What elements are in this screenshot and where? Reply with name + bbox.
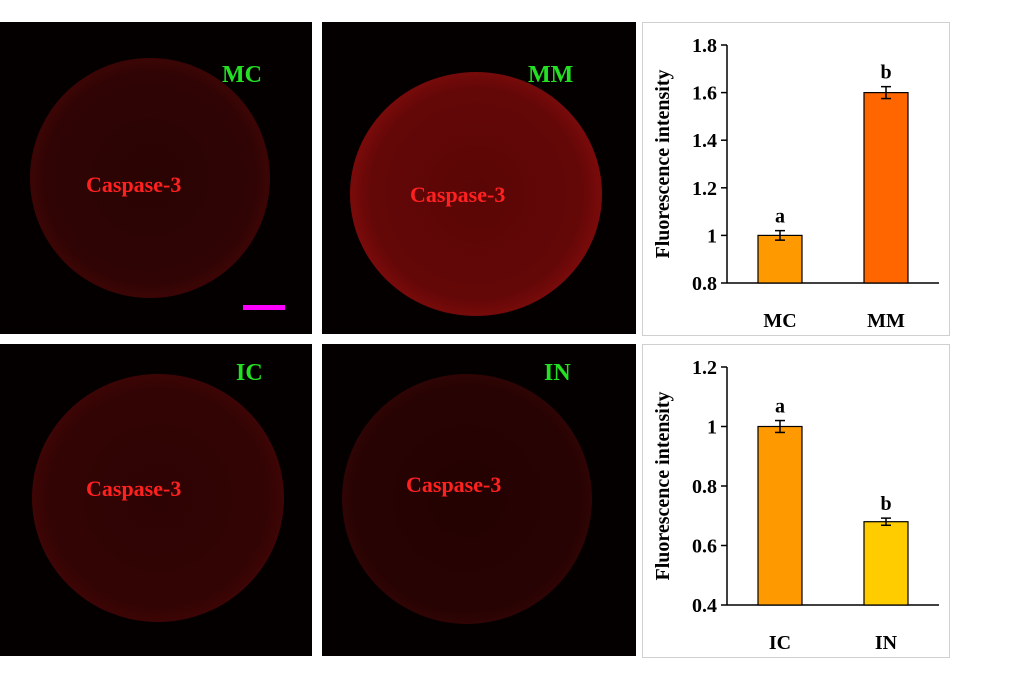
stain-label-ic: Caspase-3 [86,476,182,501]
chart0-y-tick-label: 1.6 [692,83,717,105]
chart1-y-tick-label: 0.8 [692,476,717,498]
chart1-y-tick-label: 1 [707,417,717,439]
panel-label-in: IN [544,360,571,386]
chart0-y-tick-label: 1.4 [692,130,717,152]
chart0-y-tick-label: 1.8 [692,35,717,57]
chart0-category-label: MM [867,310,905,332]
oocyte-ic [32,374,284,622]
image-panel-ic: IC Caspase-3 [0,344,312,656]
chart0-y-axis-label: Fluorescence intensity [652,69,674,258]
image-panel-in: IN Caspase-3 [322,344,636,656]
chart0-y-tick-label: 1 [707,225,717,247]
chart0-bar-mc [757,234,803,284]
chart1-y-tick-label: 0.4 [692,595,717,617]
oocyte-in [342,374,592,624]
stain-label-mc: Caspase-3 [86,172,182,197]
chart0-bar-mm [863,91,909,284]
panel-label-mm: MM [528,62,574,88]
image-panel-mm: MM Caspase-3 [322,22,636,334]
chart-svg-ic-in: 0.4 0.6 0.8 1 1.2 Fluorescence intensity a IC b I… [652,357,939,654]
chart1-y-axis-label: Fluorescence intensity [652,391,674,580]
chart0-significance-label: a [775,206,785,228]
chart1-category-label: IN [875,632,898,654]
oocyte-mm [350,72,602,316]
chart1-significance-label: a [775,396,785,418]
bar-chart-ic-in: 0.4 0.6 0.8 1 1.2 Fluorescence intensity a IC b I… [642,344,950,658]
chart1-category-label: IC [769,632,791,654]
panel-label-mc: MC [222,62,262,88]
chart-svg-mc-mm: 0.8 1 1.2 1.4 1.6 1.8 Fluorescence intensity a M… [652,35,939,332]
stain-label-in: Caspase-3 [406,472,502,497]
chart0-significance-label: b [880,62,891,84]
image-panel-mc: MC Caspase-3 [0,22,312,334]
panel-label-ic: IC [236,360,263,386]
bar-chart-mc-mm: 0.8 1 1.2 1.4 1.6 1.8 Fluorescence intensity a M… [642,22,950,336]
chart1-y-tick-label: 1.2 [692,357,717,379]
chart0-y-tick-label: 1.2 [692,178,717,200]
chart1-y-tick-label: 0.6 [692,536,717,558]
chart1-bar-in [863,521,909,606]
chart0-category-label: MC [763,310,796,332]
chart0-y-tick-label: 0.8 [692,273,717,295]
chart1-bar-ic [757,425,803,606]
chart1-significance-label: b [880,493,891,515]
stain-label-mm: Caspase-3 [410,182,506,207]
oocyte-mc [30,58,270,298]
scale-bar [243,305,285,310]
